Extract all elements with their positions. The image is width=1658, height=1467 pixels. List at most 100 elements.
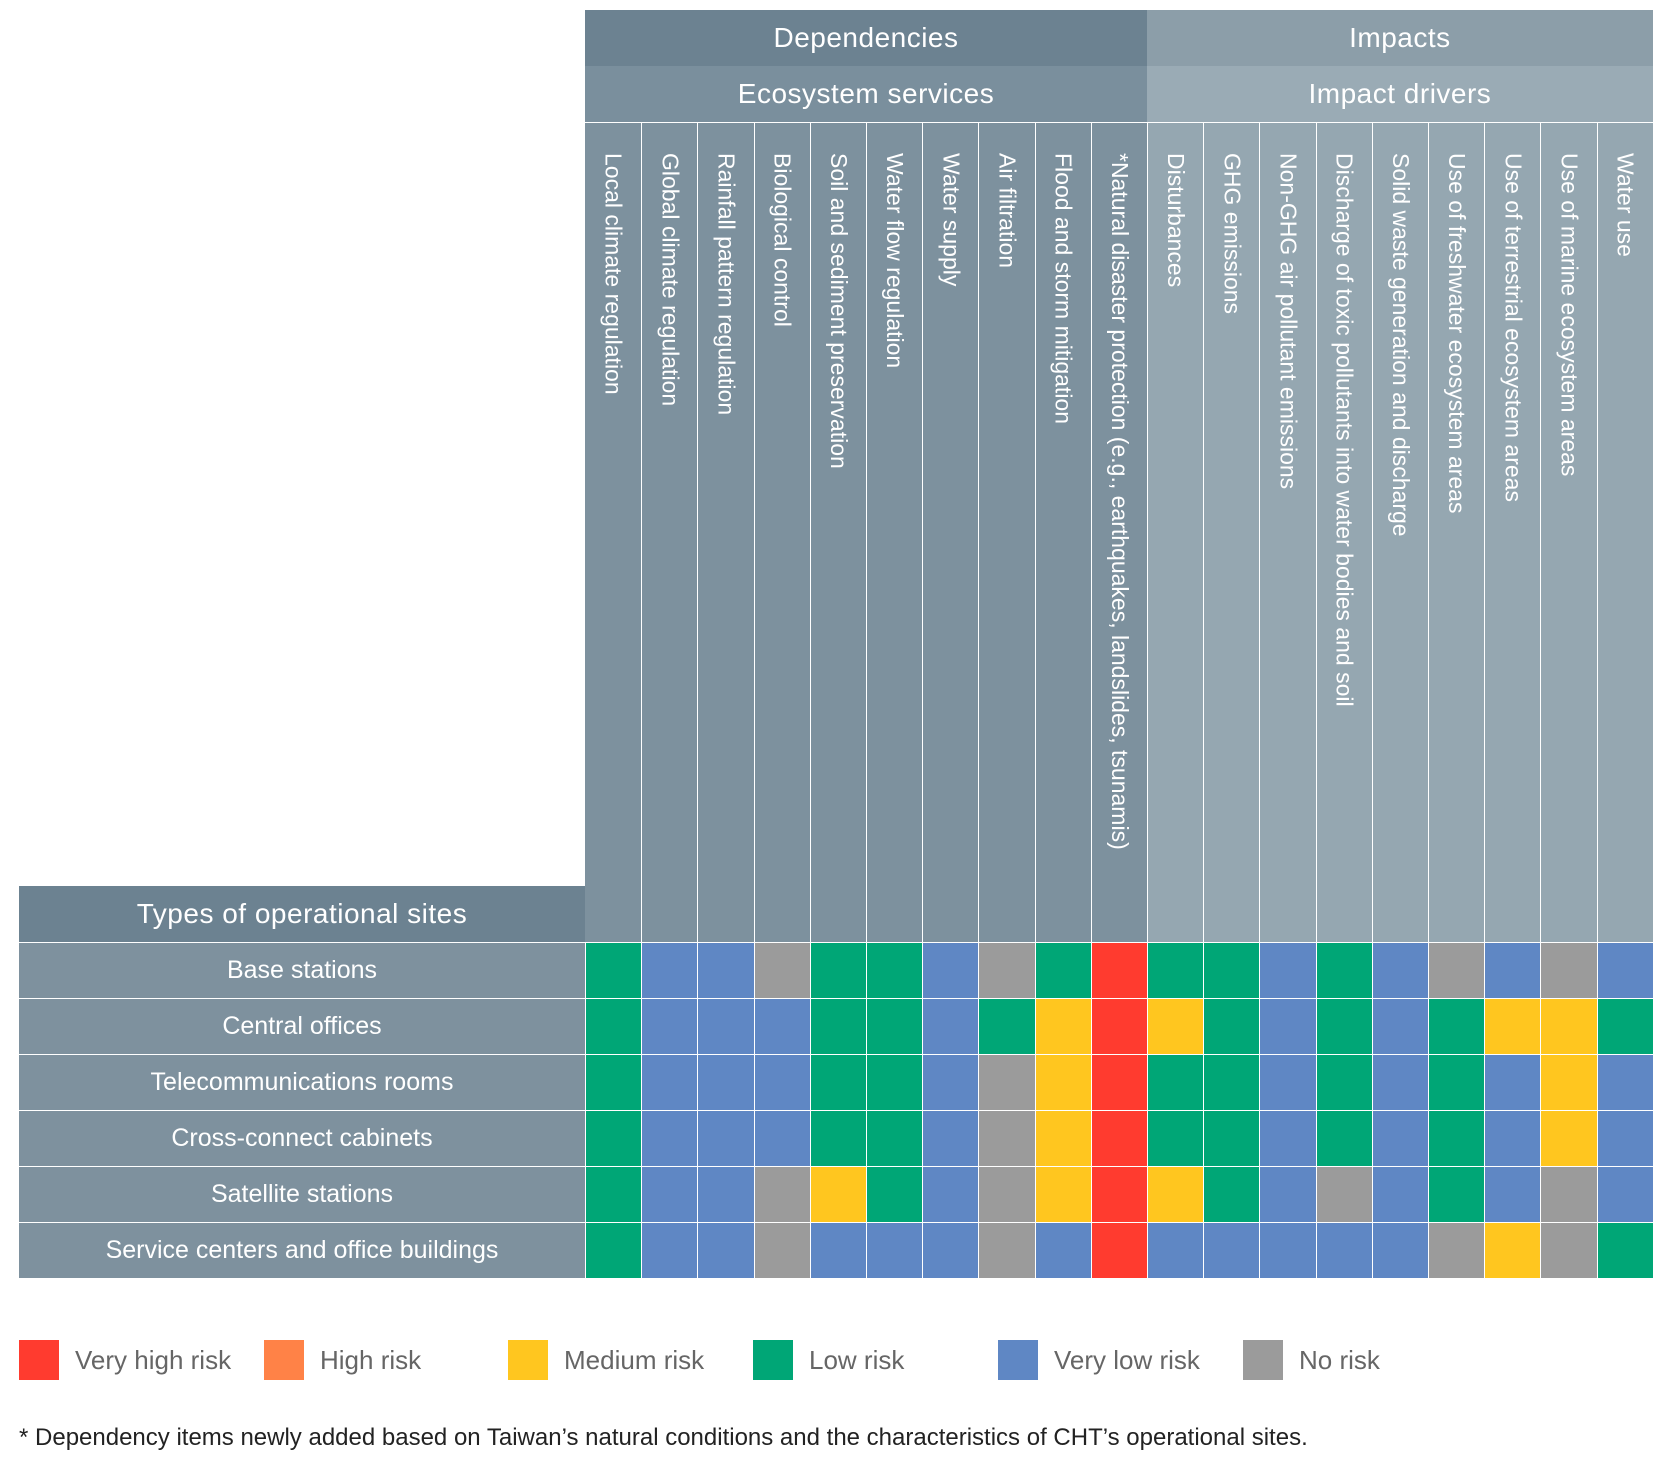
heatmap-cell [809,1166,866,1222]
column-label: Disturbances [1163,153,1190,288]
heatmap-cell [922,1054,979,1110]
heatmap-cell [585,942,642,998]
heatmap-cell [978,998,1035,1054]
heatmap-cell [1034,1166,1091,1222]
heatmap-cell [753,1054,810,1110]
column-label: Use of terrestrial ecosystem areas [1500,153,1527,502]
heatmap-cell [1203,1054,1260,1110]
column-header-8: Flood and storm mitigation [1034,122,1091,942]
heatmap-cell [1540,942,1597,998]
heatmap-cell [922,942,979,998]
legend-swatch [998,1340,1038,1380]
heatmap-cell [1259,1110,1316,1166]
legend-label: Medium risk [564,1344,705,1375]
column-header-5: Water flow regulation [866,122,923,942]
column-label: Global climate regulation [657,153,684,407]
heatmap-cell [1484,942,1541,998]
column-label: Use of freshwater ecosystem areas [1444,153,1471,514]
row-label: Central offices [19,998,585,1054]
heatmap-cell [1259,1166,1316,1222]
column-label: Discharge of toxic pollutants into water… [1331,153,1358,707]
column-label: Water flow regulation [882,153,909,369]
heatmap-cell [1259,1222,1316,1278]
heatmap-cell [1259,942,1316,998]
heatmap-cell [1371,998,1428,1054]
heatmap-cell [1484,1110,1541,1166]
heatmap-cell [641,942,698,998]
column-header-4: Soil and sediment preservation [809,122,866,942]
heatmap-cell [1090,1166,1147,1222]
heatmap-cell [697,1222,754,1278]
heatmap-cell [1203,942,1260,998]
legend-item-verylow: Very low risk [998,1340,1200,1380]
column-header-6: Water supply [922,122,979,942]
row-label: Telecommunications rooms [19,1054,585,1110]
heatmap-cell [1596,998,1653,1054]
heatmap-cell [978,1110,1035,1166]
heatmap-cell [641,1054,698,1110]
heatmap-cell [1540,1222,1597,1278]
column-header-10: Disturbances [1147,122,1204,942]
heatmap-cell [697,1110,754,1166]
heatmap-cell [866,942,923,998]
heatmap-cell [585,998,642,1054]
heatmap-cell [1484,1222,1541,1278]
heatmap-cell [641,1222,698,1278]
heatmap-cell [978,1054,1035,1110]
heatmap-cell [978,942,1035,998]
heatmap-cell [1034,1054,1091,1110]
legend-item-high: High risk [264,1340,421,1380]
heatmap-cell [809,1054,866,1110]
legend-label: Low risk [809,1344,905,1375]
heatmap-cell [1315,942,1372,998]
heatmap-cell [1315,1222,1372,1278]
column-header-18: Water use [1596,122,1653,942]
legend-label: Very high risk [75,1344,232,1375]
column-label: Water supply [938,153,965,287]
heatmap-cell [697,1054,754,1110]
column-label: Biological control [769,153,796,327]
heatmap-cell [866,1166,923,1222]
heatmap-cell [1147,1222,1204,1278]
column-label: Flood and storm mitigation [1050,153,1077,425]
heatmap-cell [1315,998,1372,1054]
heatmap-cell [1596,1166,1653,1222]
legend-item-low: Low risk [753,1340,904,1380]
heatmap-cell [1315,1054,1372,1110]
heatmap-cell [753,942,810,998]
heatmap-cell [1371,1054,1428,1110]
heatmap-cell [1315,1110,1372,1166]
heatmap-cell [753,1166,810,1222]
legend-item-medium: Medium risk [508,1340,704,1380]
column-label: GHG emissions [1219,153,1246,315]
heatmap-cell [1147,942,1204,998]
legend-swatch [264,1340,304,1380]
heatmap-cell [922,1110,979,1166]
legend-label: High risk [320,1344,422,1375]
legend-swatch [19,1340,59,1380]
column-header-0: Local climate regulation [585,122,642,942]
heatmap-cell [697,942,754,998]
heatmap-cell [1540,998,1597,1054]
heatmap-cell [1090,942,1147,998]
heatmap-cell [866,1222,923,1278]
heatmap-cell [753,998,810,1054]
heatmap-cell [1428,1110,1485,1166]
heatmap-cell [1371,1222,1428,1278]
heatmap-cell [809,1110,866,1166]
column-header-15: Use of freshwater ecosystem areas [1428,122,1485,942]
heatmap-cell [1090,1222,1147,1278]
heatmap-cell [1484,998,1541,1054]
heatmap-cell [641,1110,698,1166]
column-label: Solid waste generation and discharge [1387,153,1414,537]
heatmap-cell [1147,998,1204,1054]
column-header-3: Biological control [753,122,810,942]
column-header-1: Global climate regulation [641,122,698,942]
heatmap-cell [1259,1054,1316,1110]
heatmap-cell [978,1166,1035,1222]
column-header-11: GHG emissions [1203,122,1260,942]
heatmap-cell [1147,1166,1204,1222]
heatmap-cell [641,1166,698,1222]
heatmap-cell [697,1166,754,1222]
